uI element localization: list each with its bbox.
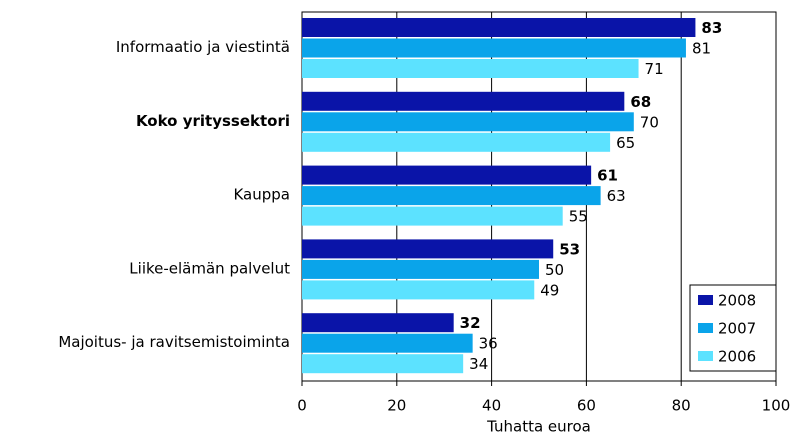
bar (302, 206, 563, 226)
y-tick-label: Kauppa (233, 186, 290, 204)
bar (302, 59, 639, 78)
bar (302, 354, 464, 374)
legend-swatch (698, 351, 713, 361)
x-axis-label: Tuhatta euroa (486, 418, 591, 434)
y-tick-label: Liike-elämän palvelut (129, 259, 290, 277)
legend-label: 2007 (718, 320, 756, 338)
bar (302, 313, 454, 333)
x-tick-label: 0 (297, 397, 307, 415)
value-label: 61 (597, 167, 618, 185)
value-label: 63 (607, 187, 626, 205)
legend-label: 2008 (718, 292, 756, 310)
value-label: 71 (645, 60, 664, 78)
value-label: 32 (460, 314, 481, 332)
value-label: 70 (640, 113, 659, 131)
value-label: 36 (479, 335, 498, 353)
value-label: 53 (559, 240, 580, 258)
value-label: 50 (545, 261, 564, 279)
y-tick-label: Majoitus- ja ravitsemistoiminta (58, 333, 290, 351)
value-label: 65 (616, 134, 635, 152)
bar (302, 18, 696, 37)
x-tick-label: 100 (762, 397, 791, 415)
bar (302, 132, 611, 152)
bar (302, 239, 554, 259)
bar (302, 333, 473, 353)
x-tick-label: 80 (672, 397, 691, 415)
legend-swatch (698, 295, 713, 305)
value-label: 55 (569, 208, 588, 226)
value-label: 81 (692, 40, 711, 58)
bar (302, 280, 535, 300)
bar (302, 112, 634, 132)
value-label: 34 (469, 355, 488, 373)
x-tick-label: 20 (387, 397, 406, 415)
bar (302, 186, 601, 206)
bar (302, 38, 686, 58)
legend-swatch (698, 323, 713, 333)
y-tick-label: Informaatio ja viestintä (116, 38, 290, 56)
x-tick-label: 60 (577, 397, 596, 415)
value-label: 68 (630, 93, 651, 111)
value-label: 49 (540, 281, 559, 299)
legend-label: 2006 (718, 348, 756, 366)
x-tick-label: 40 (482, 397, 501, 415)
value-label: 83 (701, 19, 722, 37)
bar (302, 91, 625, 111)
bar (302, 259, 539, 279)
y-tick-label: Koko yrityssektori (136, 112, 290, 130)
bar (302, 165, 592, 185)
